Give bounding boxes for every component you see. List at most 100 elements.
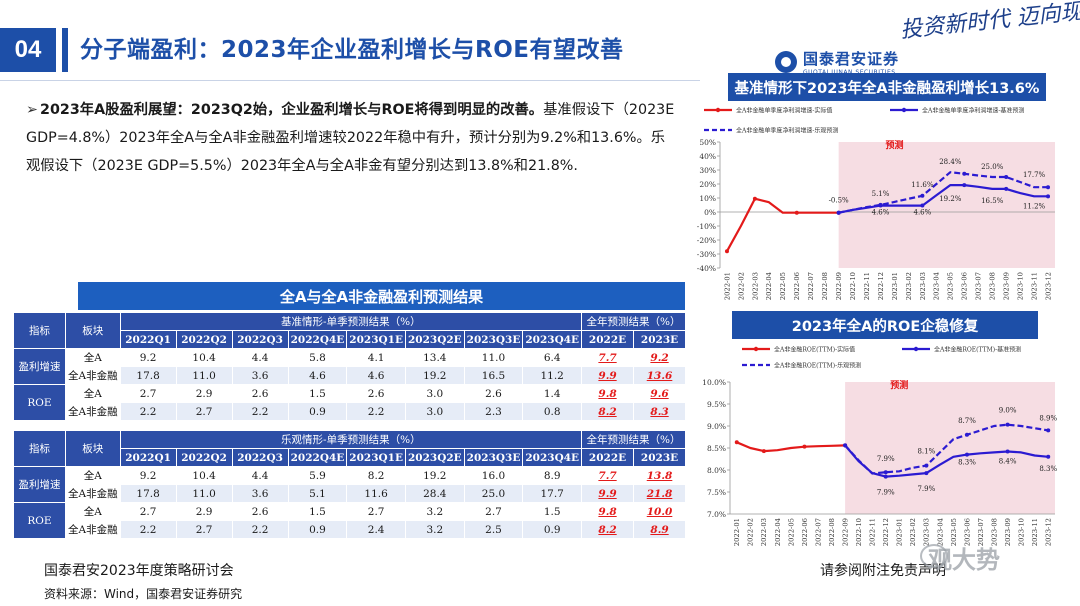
table-row: 全A非金融 17.8 11.0 3.6 4.6 4.6 19.2 16.5 11.2 9.9 13.… [14,366,687,385]
value-cell: 11.2 [522,366,583,385]
column-header: 2023E [633,330,687,349]
sector-cell: 全A非金融 [65,520,121,539]
forecast-table-base: 指标 板块 基准情形-单季预测结果（%） 全年预测结果（%） 2022Q1 2022Q2 2… [13,312,687,421]
value-cell: 19.2 [404,466,465,485]
x-tick-label: 2023-10 [1018,518,1026,546]
data-point [1005,422,1010,427]
data-point [752,196,757,201]
value-cell: 7.7 [581,466,635,485]
y-tick-label: -10% [697,222,716,231]
x-tick-label: 2023-12 [1045,518,1053,546]
data-label: 16.5% [981,197,1004,205]
value-cell: 2.7 [463,502,524,521]
x-tick-label: 2022-03 [751,272,759,300]
column-header: 2023Q4E [522,448,583,467]
value-cell: 11.0 [175,484,233,503]
header-divider [0,80,700,81]
x-tick-label: 2022-04 [765,272,773,300]
sector-cell: 全A [65,348,121,367]
footer-disclaimer: 请参阅附注免责声明 [820,563,946,579]
logo-mark-icon [775,51,797,73]
data-label: 8.4% [999,458,1017,466]
value-cell: 2.3 [463,402,524,421]
footer-meeting-name: 国泰君安2023年度策略研讨会 [44,563,234,579]
value-cell: 9.9 [581,484,635,503]
value-cell: 4.1 [346,348,406,367]
indicator-cell: 盈利增速 [13,466,66,503]
data-point [1005,449,1010,454]
legend-marker [715,107,721,113]
forecast-label: 预测 [890,379,908,391]
value-cell: 9.8 [581,384,635,403]
data-point [761,449,766,454]
value-cell: 11.6 [346,484,406,503]
data-label: 8.9% [1039,414,1057,422]
column-header: 2023Q1E [346,448,406,467]
value-cell: 9.8 [581,502,635,521]
data-point [883,470,888,475]
x-tick-label: 2023-09 [1004,518,1012,546]
indicator-cell: 盈利增速 [13,348,66,385]
value-cell: 3.6 [231,366,289,385]
x-tick-label: 2022-12 [882,518,890,546]
legend-label: 全A非金融ROE(TTM)-乐观预测 [774,362,861,370]
y-tick-label: 7.5% [707,488,726,497]
table-row: 全A非金融 2.2 2.7 2.2 0.9 2.2 3.0 2.3 0.8 8.2 8.3 [14,402,687,421]
data-label: 5.1% [872,190,890,198]
value-cell: 13.4 [404,348,465,367]
value-cell: 13.6 [633,366,687,385]
value-cell: 10.0 [633,502,687,521]
series-line-actual [736,441,846,453]
value-cell: 8.2 [346,466,406,485]
table-row: 盈利增速 全A 9.2 10.4 4.4 5.8 4.1 13.4 11.0 6.4 7.7 9.2 [13,348,687,385]
x-tick-label: 2022-10 [849,272,857,300]
value-cell: 3.0 [404,384,465,403]
value-cell: 2.7 [175,520,233,539]
data-label: 8.1% [917,448,935,456]
value-cell: 3.6 [231,484,289,503]
data-point [1046,185,1051,190]
header-annual-group: 全年预测结果（%） [581,312,687,331]
column-header: 2022Q4E [287,330,348,349]
value-cell: 2.2 [231,520,289,539]
y-tick-label: 10.0% [702,378,726,387]
series-line-opt [844,423,1049,475]
data-point [724,249,729,254]
x-tick-label: 2022-01 [733,518,741,546]
sector-cell: 全A非金融 [65,366,121,385]
value-cell: 1.5 [287,502,348,521]
column-header: 2022Q4E [287,448,348,467]
data-point [924,463,929,468]
x-tick-label: 2023-03 [923,518,931,546]
data-label: 11.2% [1023,202,1046,210]
table-section-title: 全A与全A非金融盈利预测结果 [78,282,685,310]
header-indicator: 指标 [13,312,66,349]
data-label: -0.5% [829,197,849,205]
value-cell: 9.2 [119,348,177,367]
value-cell: 9.6 [633,384,687,403]
data-point [964,452,969,457]
x-tick-label: 2023-07 [975,272,983,300]
header-sector: 板块 [65,312,121,349]
value-cell: 21.8 [633,484,687,503]
page-title: 分子端盈利：2023年企业盈利增长与ROE有望改善 [80,37,624,63]
value-cell: 9.9 [581,366,635,385]
x-tick-label: 2022-09 [835,272,843,300]
value-cell: 1.5 [522,502,583,521]
data-label: 17.7% [1023,171,1046,179]
header-sector: 板块 [65,430,121,467]
value-cell: 1.4 [522,384,583,403]
value-cell: 2.7 [119,502,177,521]
value-cell: 17.8 [119,366,177,385]
value-cell: 2.6 [231,502,289,521]
x-tick-label: 2022-06 [801,518,809,546]
x-tick-label: 2023-04 [933,272,941,300]
value-cell: 2.7 [175,402,233,421]
value-cell: 4.6 [346,366,406,385]
value-cell: 3.0 [404,402,465,421]
value-cell: 7.7 [581,348,635,367]
value-cell: 2.4 [346,520,406,539]
header-quarterly-group: 乐观情形-单季预测结果（%） [119,430,583,449]
sector-cell: 全A非金融 [65,484,121,503]
table-row: 盈利增速 全A 9.2 10.4 4.4 5.9 8.2 19.2 16.0 8.9 7.7 13.8 [13,466,687,503]
